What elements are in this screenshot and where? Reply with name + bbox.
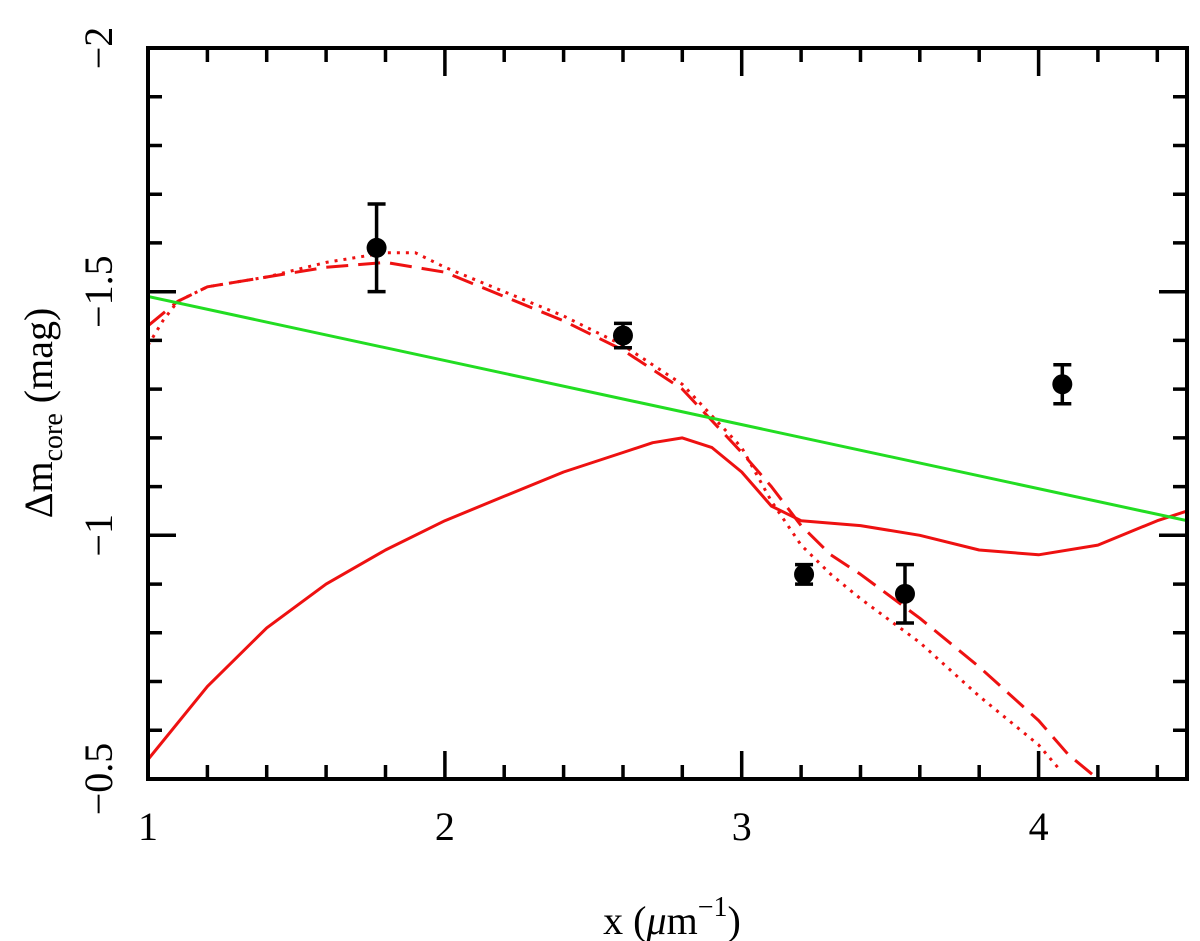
curves-layer <box>148 251 1187 779</box>
y-axis-title-unit: (mag) <box>16 308 61 414</box>
x-tick-label-3: 3 <box>732 804 752 849</box>
x-axis-title-main: x ( <box>603 898 646 941</box>
y-tick-label-minus-1: −1 <box>76 514 121 557</box>
marker-5 <box>1052 374 1073 395</box>
series-line-green-line <box>148 295 1187 523</box>
y-tick-label-minus-1.5: −1.5 <box>76 255 121 328</box>
ticks-layer <box>146 46 1187 781</box>
y-axis-title-sub: core <box>38 413 69 461</box>
marker-4 <box>894 583 915 604</box>
x-tick-label-4: 4 <box>1029 804 1049 849</box>
data-point-4 <box>894 562 915 625</box>
x-axis-title-m: m <box>667 898 698 941</box>
marker-2 <box>612 325 633 346</box>
series-line-dotted-red <box>148 251 1061 771</box>
plot-frame <box>146 46 1189 781</box>
y-tick-label-minus-0.5: −0.5 <box>76 743 121 816</box>
y-axis-title: Δmcore (mag) <box>16 308 69 519</box>
x-axis-title-exp: −1 <box>698 892 728 923</box>
data-points-layer <box>366 202 1073 625</box>
x-tick-label-2: 2 <box>435 804 455 849</box>
series-line-dashed-red <box>148 260 1099 779</box>
data-point-5 <box>1052 363 1073 406</box>
x-tick-label-1: 1 <box>138 804 158 849</box>
data-point-3 <box>794 562 815 586</box>
y-tick-label-minus-2: −2 <box>76 27 121 70</box>
x-axis-title-mu: μ <box>646 898 667 941</box>
series-line-solid-red <box>148 436 1187 761</box>
y-axis-title-main: Δm <box>16 461 61 518</box>
tick-labels-layer: 1 2 3 4 −0.5 −1 −1.5 −2 <box>76 27 1049 849</box>
data-point-1 <box>366 202 387 294</box>
x-axis-title: x (μm−1) <box>603 892 741 941</box>
x-axis-title-close: ) <box>728 898 741 941</box>
marker-1 <box>366 237 387 258</box>
data-point-2 <box>612 321 633 350</box>
marker-3 <box>794 564 815 585</box>
